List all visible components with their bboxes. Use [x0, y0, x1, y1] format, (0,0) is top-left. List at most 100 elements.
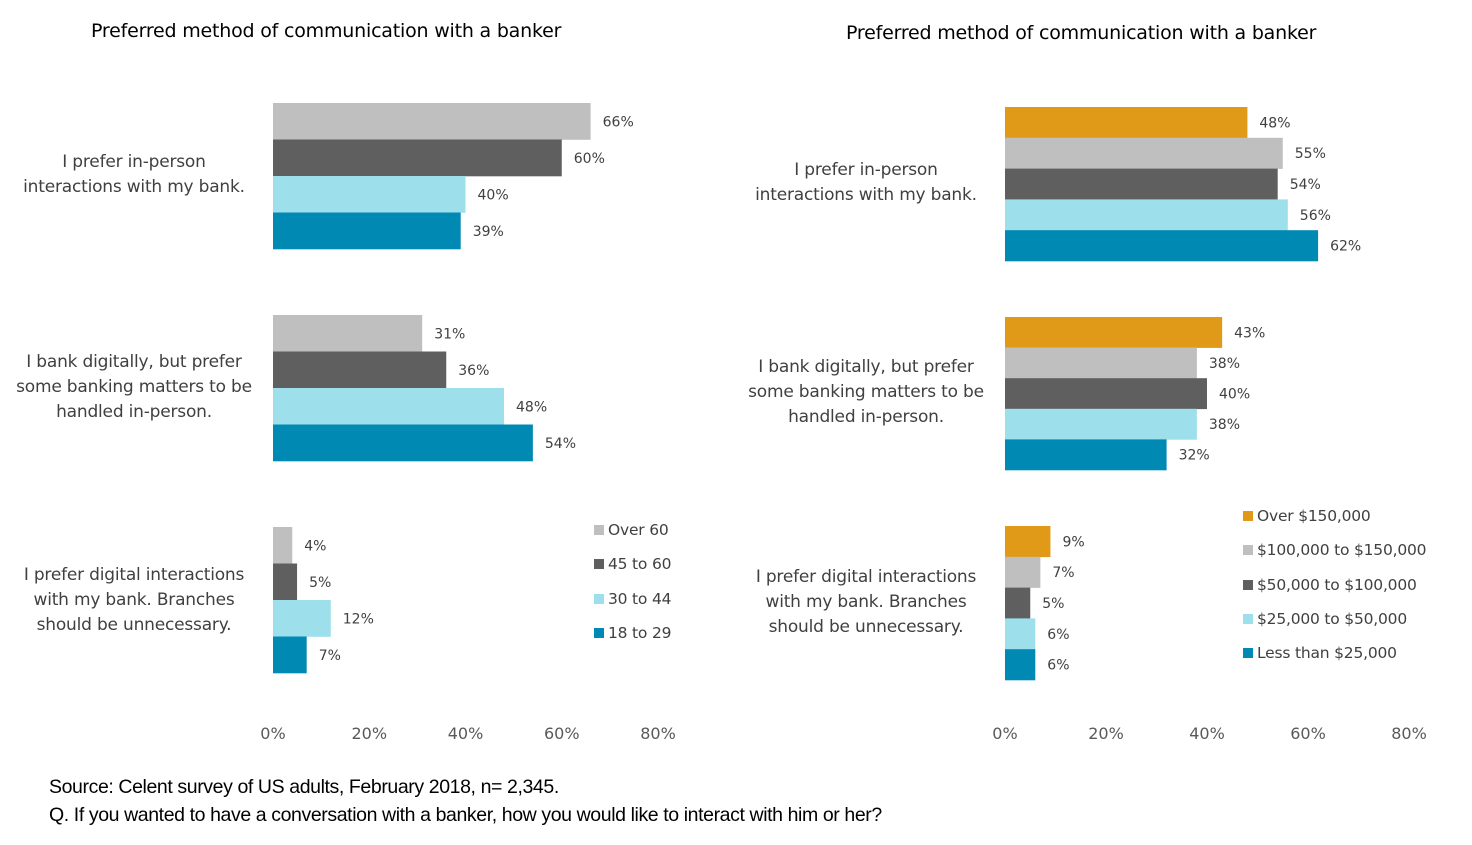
- right-bar-2-0: [1005, 526, 1051, 558]
- right-value-label-2-1: 7%: [1052, 565, 1074, 581]
- right-x-tick-label-0: 0%: [992, 724, 1017, 743]
- left-legend-swatch-3: [594, 628, 604, 638]
- right-value-label-0-0: 48%: [1259, 115, 1290, 131]
- right-bar-0-0: [1005, 107, 1248, 139]
- right-legend-swatch-2: [1243, 580, 1253, 590]
- left-legend-item-1: 45 to 60: [594, 555, 671, 573]
- left-chart-title: Preferred method of communication with a…: [91, 20, 562, 42]
- left-value-label-2-1: 5%: [309, 575, 331, 591]
- left-bar-1-1: [273, 351, 447, 389]
- right-legend-item-0: Over $150,000: [1243, 507, 1371, 525]
- question-note: Q. If you wanted to have a conversation …: [49, 804, 882, 826]
- left-value-label-2-2: 12%: [343, 611, 374, 627]
- left-x-tick-label-4: 80%: [640, 724, 676, 743]
- right-legend-swatch-0: [1243, 511, 1253, 521]
- left-bar-2-3: [273, 636, 307, 674]
- right-bar-0-1: [1005, 137, 1283, 169]
- right-value-label-1-2: 40%: [1219, 387, 1250, 403]
- right-x-tick-label-3: 60%: [1290, 724, 1326, 743]
- right-value-label-1-4: 32%: [1179, 448, 1210, 464]
- left-legend-item-0: Over 60: [594, 521, 669, 539]
- right-value-label-2-3: 6%: [1047, 627, 1069, 643]
- left-legend-item-2: 30 to 44: [594, 590, 671, 608]
- left-bar-0-1: [273, 139, 562, 177]
- right-bar-1-3: [1005, 408, 1197, 440]
- left-category-label-1: I bank digitally, but prefer some bankin…: [16, 351, 252, 422]
- left-legend-swatch-2: [594, 594, 604, 604]
- right-legend-item-3: $25,000 to $50,000: [1243, 610, 1407, 628]
- left-legend-label-3: 18 to 29: [608, 624, 672, 642]
- right-bar-1-4: [1005, 439, 1167, 471]
- right-bar-0-3: [1005, 199, 1288, 231]
- left-value-label-2-3: 7%: [319, 648, 341, 664]
- left-bar-0-2: [273, 176, 466, 213]
- left-value-label-0-1: 60%: [574, 151, 605, 167]
- left-value-label-1-2: 48%: [516, 399, 547, 415]
- right-value-label-1-3: 38%: [1209, 417, 1240, 433]
- right-x-tick-label-2: 40%: [1189, 724, 1225, 743]
- left-legend-label-2: 30 to 44: [608, 590, 672, 608]
- right-legend-label-4: Less than $25,000: [1257, 644, 1397, 662]
- right-legend-item-2: $50,000 to $100,000: [1243, 576, 1417, 594]
- right-legend-swatch-3: [1243, 614, 1253, 624]
- right-value-label-1-0: 43%: [1234, 325, 1265, 341]
- left-legend-item-3: 18 to 29: [594, 624, 671, 642]
- left-legend-swatch-1: [594, 559, 604, 569]
- right-bar-0-4: [1005, 230, 1319, 262]
- right-bar-1-2: [1005, 378, 1207, 410]
- right-category-label-1: I bank digitally, but prefer some bankin…: [748, 356, 984, 427]
- right-bar-2-2: [1005, 587, 1031, 619]
- right-bar-2-1: [1005, 556, 1041, 588]
- right-bar-0-2: [1005, 168, 1278, 200]
- right-x-tick-label-1: 20%: [1088, 724, 1124, 743]
- right-value-label-0-2: 54%: [1290, 177, 1321, 193]
- left-x-tick-label-1: 20%: [351, 724, 387, 743]
- left-bar-0-0: [273, 103, 591, 140]
- right-value-label-2-2: 5%: [1042, 596, 1064, 612]
- right-bar-1-1: [1005, 347, 1197, 379]
- right-chart-title: Preferred method of communication with a…: [846, 22, 1317, 44]
- left-bar-0-3: [273, 212, 461, 250]
- left-value-label-0-2: 40%: [478, 187, 509, 203]
- right-legend-swatch-4: [1243, 648, 1253, 658]
- left-x-tick-label-0: 0%: [260, 724, 285, 743]
- left-x-tick-label-2: 40%: [448, 724, 484, 743]
- right-value-label-1-1: 38%: [1209, 356, 1240, 372]
- right-bar-2-4: [1005, 649, 1036, 681]
- right-legend-label-3: $25,000 to $50,000: [1257, 610, 1408, 628]
- right-value-label-0-1: 55%: [1295, 146, 1326, 162]
- left-bar-2-0: [273, 527, 293, 564]
- left-value-label-1-1: 36%: [458, 363, 489, 379]
- right-legend-item-1: $100,000 to $150,000: [1243, 541, 1427, 559]
- right-bar-1-0: [1005, 317, 1223, 348]
- right-legend-swatch-1: [1243, 545, 1253, 555]
- left-bar-2-2: [273, 600, 331, 637]
- left-category-label-0: I prefer in-person interactions with my …: [23, 152, 245, 197]
- left-bar-1-3: [273, 424, 533, 462]
- left-value-label-2-0: 4%: [304, 538, 326, 554]
- right-legend-item-4: Less than $25,000: [1243, 644, 1397, 662]
- left-legend-label-0: Over 60: [608, 521, 669, 539]
- left-value-label-1-3: 54%: [545, 436, 576, 452]
- right-value-label-2-4: 6%: [1047, 658, 1069, 674]
- left-legend-swatch-0: [594, 525, 604, 535]
- right-value-label-2-0: 9%: [1062, 534, 1084, 550]
- left-category-label-2: I prefer digital interactions with my ba…: [23, 564, 245, 635]
- right-legend-label-2: $50,000 to $100,000: [1257, 576, 1417, 594]
- source-note: Source: Celent survey of US adults, Febr…: [49, 776, 559, 798]
- right-legend-label-1: $100,000 to $150,000: [1257, 541, 1427, 559]
- left-legend-label-1: 45 to 60: [608, 555, 672, 573]
- left-bar-1-2: [273, 388, 504, 425]
- right-bar-2-3: [1005, 618, 1036, 650]
- right-category-label-0: I prefer in-person interactions with my …: [755, 160, 977, 205]
- right-legend-label-0: Over $150,000: [1257, 507, 1371, 525]
- right-x-tick-label-4: 80%: [1391, 724, 1427, 743]
- right-value-label-0-4: 62%: [1330, 239, 1361, 255]
- left-value-label-1-0: 31%: [434, 326, 465, 342]
- left-x-tick-label-3: 60%: [544, 724, 580, 743]
- left-bar-2-1: [273, 563, 298, 601]
- left-value-label-0-0: 66%: [603, 114, 634, 130]
- left-bar-1-0: [273, 315, 423, 352]
- right-category-label-2: I prefer digital interactions with my ba…: [755, 566, 977, 637]
